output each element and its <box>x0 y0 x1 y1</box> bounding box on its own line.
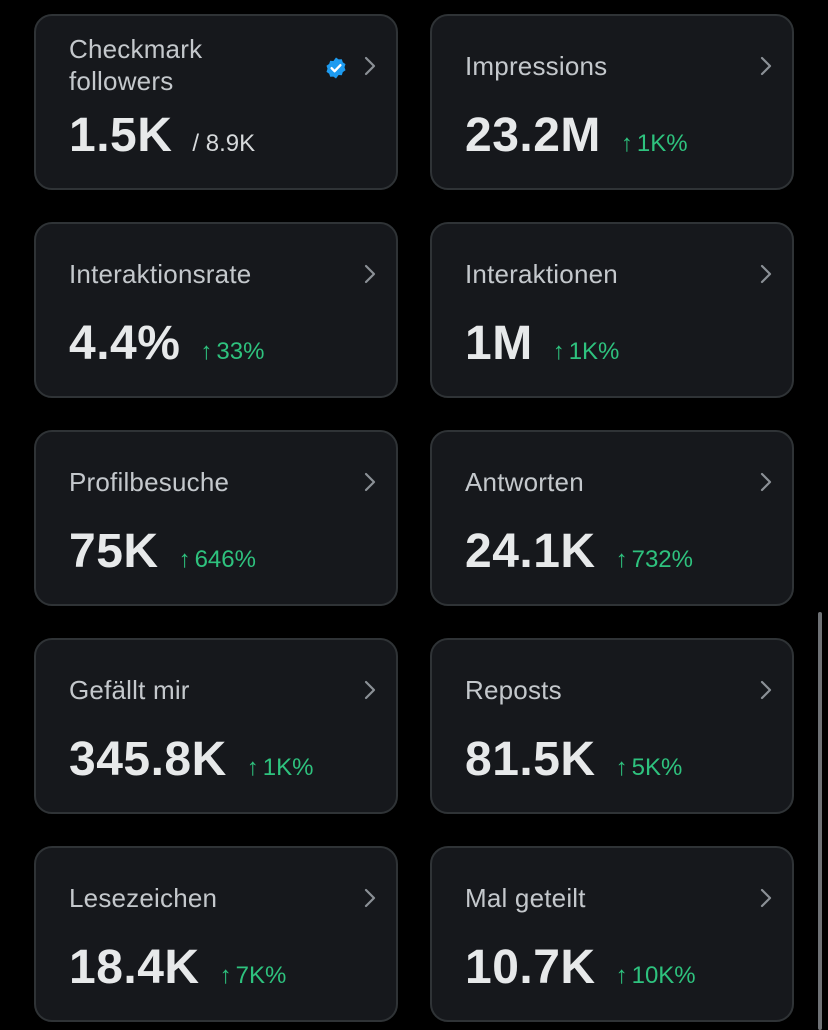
stat-delta: ↑ 7K% <box>220 962 287 990</box>
stat-delta: ↑ 10K% <box>616 962 696 990</box>
stat-value: 10.7K <box>465 941 596 994</box>
stat-delta: ↑ 646% <box>179 546 256 574</box>
stat-card-label: Interaktionsrate <box>69 259 252 289</box>
stat-value: 4.4% <box>69 317 181 370</box>
stat-value-row: 1M ↑ 1K% <box>465 316 619 372</box>
stat-card-label: Interaktionen <box>465 259 618 289</box>
stat-value: 1M <box>465 317 533 370</box>
stat-delta-value: 646% <box>194 546 256 573</box>
stat-value-row: 23.2M ↑ 1K% <box>465 108 688 164</box>
chevron-right-icon[interactable] <box>362 680 378 700</box>
stat-value: 18.4K <box>69 941 200 994</box>
stat-card-label: Reposts <box>465 675 562 705</box>
stat-card-label: Profilbesuche <box>69 467 230 497</box>
stat-value: 75K <box>69 525 159 578</box>
chevron-right-icon[interactable] <box>362 56 378 76</box>
stat-value-row: 24.1K ↑ 732% <box>465 524 693 580</box>
stat-card-label: Impressions <box>465 51 608 81</box>
arrow-up-icon: ↑ <box>552 338 565 365</box>
stats-grid: Checkmark followers 1.5K / 8.9K Impressi… <box>34 14 794 1022</box>
arrow-up-icon: ↑ <box>246 754 259 781</box>
stat-value-row: 10.7K ↑ 10K% <box>465 940 696 996</box>
stat-value-row: 18.4K ↑ 7K% <box>69 940 286 996</box>
stat-value: 1.5K <box>69 109 173 162</box>
stat-delta: ↑ 1K% <box>621 130 688 158</box>
stat-delta-value: 5K% <box>631 754 683 781</box>
stat-delta: ↑ 1K% <box>553 338 620 366</box>
stat-card-mal-geteilt[interactable]: Mal geteilt 10.7K ↑ 10K% <box>430 846 794 1022</box>
stat-value-row: 75K ↑ 646% <box>69 524 256 580</box>
stat-delta-value: 1K% <box>568 338 620 365</box>
stat-value-row: 81.5K ↑ 5K% <box>465 732 682 788</box>
stat-delta: ↑ 732% <box>616 546 693 574</box>
stat-value-row: 4.4% ↑ 33% <box>69 316 264 372</box>
stat-delta-value: 7K% <box>235 962 287 989</box>
stat-card-gefaellt-mir[interactable]: Gefällt mir 345.8K ↑ 1K% <box>34 638 398 814</box>
stat-value: 81.5K <box>465 733 596 786</box>
stat-card-label: Mal geteilt <box>465 883 586 913</box>
stat-delta-value: 732% <box>631 546 693 573</box>
arrow-up-icon: ↑ <box>620 130 633 157</box>
arrow-up-icon: ↑ <box>615 546 628 573</box>
stat-card-label: Gefällt mir <box>69 675 190 705</box>
stat-total: / 8.9K <box>192 130 256 157</box>
stat-card-lesezeichen[interactable]: Lesezeichen 18.4K ↑ 7K% <box>34 846 398 1022</box>
chevron-right-icon[interactable] <box>758 680 774 700</box>
stat-card-label: Lesezeichen <box>69 883 218 913</box>
stat-delta: ↑ 5K% <box>616 754 683 782</box>
stat-delta-value: 1K% <box>262 754 314 781</box>
stat-delta-value: 1K% <box>636 130 688 157</box>
stat-card-profilbesuche[interactable]: Profilbesuche 75K ↑ 646% <box>34 430 398 606</box>
chevron-right-icon[interactable] <box>758 472 774 492</box>
stat-card-interaktionsrate[interactable]: Interaktionsrate 4.4% ↑ 33% <box>34 222 398 398</box>
scrollbar[interactable] <box>818 612 822 1030</box>
arrow-up-icon: ↑ <box>200 338 213 365</box>
stat-card-interaktionen[interactable]: Interaktionen 1M ↑ 1K% <box>430 222 794 398</box>
stat-card-antworten[interactable]: Antworten 24.1K ↑ 732% <box>430 430 794 606</box>
chevron-right-icon[interactable] <box>758 888 774 908</box>
arrow-up-icon: ↑ <box>178 546 191 573</box>
stat-card-label: Antworten <box>465 467 584 497</box>
stat-card-impressions[interactable]: Impressions 23.2M ↑ 1K% <box>430 14 794 190</box>
stat-delta-value: 33% <box>216 338 265 365</box>
arrow-up-icon: ↑ <box>615 754 628 781</box>
stat-delta: ↑ 33% <box>200 338 264 366</box>
chevron-right-icon[interactable] <box>758 264 774 284</box>
stat-card-label: Checkmark followers <box>69 34 203 96</box>
stat-value-row: 345.8K ↑ 1K% <box>69 732 313 788</box>
stat-value: 24.1K <box>465 525 596 578</box>
arrow-up-icon: ↑ <box>219 962 232 989</box>
arrow-up-icon: ↑ <box>615 962 628 989</box>
verified-badge-icon <box>324 56 348 80</box>
stat-delta: ↑ 1K% <box>247 754 314 782</box>
stat-card-reposts[interactable]: Reposts 81.5K ↑ 5K% <box>430 638 794 814</box>
stat-card-checkmark-followers[interactable]: Checkmark followers 1.5K / 8.9K <box>34 14 398 190</box>
chevron-right-icon[interactable] <box>362 888 378 908</box>
chevron-right-icon[interactable] <box>758 56 774 76</box>
stat-value-row: 1.5K / 8.9K <box>69 108 255 164</box>
stat-value: 23.2M <box>465 109 601 162</box>
chevron-right-icon[interactable] <box>362 264 378 284</box>
stat-value: 345.8K <box>69 733 227 786</box>
chevron-right-icon[interactable] <box>362 472 378 492</box>
stat-delta-value: 10K% <box>631 962 696 989</box>
